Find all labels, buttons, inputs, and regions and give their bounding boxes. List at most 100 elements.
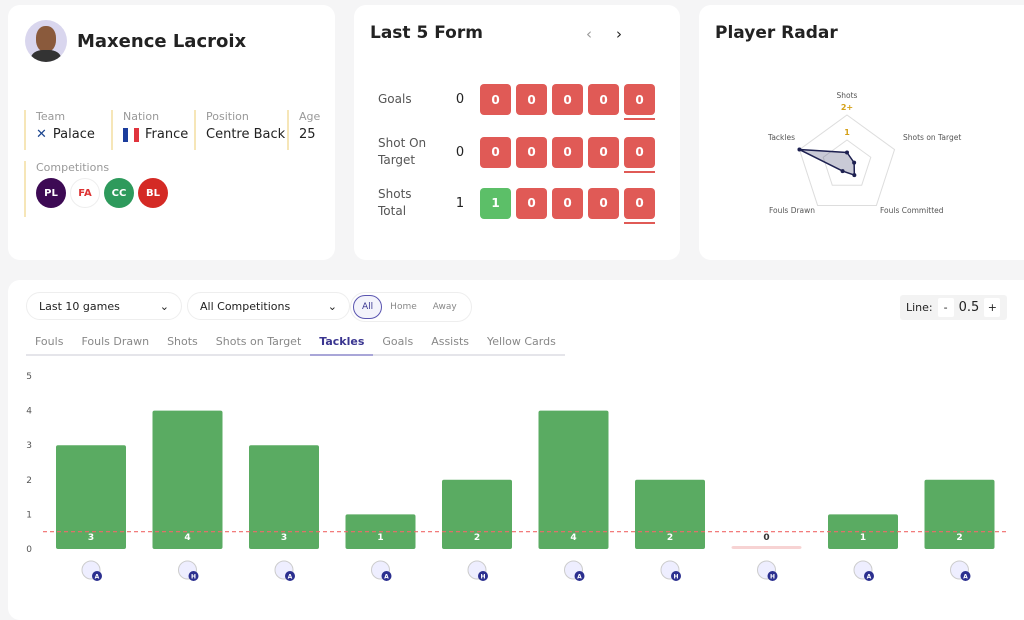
bar-value-label: 2 xyxy=(474,533,480,543)
form-match-box[interactable]: 0 xyxy=(624,187,655,224)
carabao-cup-icon[interactable]: CC xyxy=(104,178,134,208)
bar[interactable] xyxy=(152,410,223,549)
nation-info: Nation France xyxy=(111,110,188,150)
form-match-box[interactable]: 0 xyxy=(480,84,511,115)
competitions-label: Competitions xyxy=(36,161,110,174)
venue-letter: A xyxy=(867,574,872,581)
team-value: Palace xyxy=(52,127,95,142)
tab-assists[interactable]: Assists xyxy=(431,335,470,348)
venue-badge xyxy=(960,571,971,581)
team-info: Team ✕ Palace xyxy=(24,110,95,150)
venue-badge xyxy=(671,571,681,581)
bar-value-label: 1 xyxy=(860,533,866,543)
y-tick-label: 2 xyxy=(26,476,32,486)
nation-label: Nation xyxy=(123,110,160,123)
radar-point xyxy=(840,169,845,174)
avatar xyxy=(25,20,67,62)
form-match-box[interactable]: 0 xyxy=(552,187,583,219)
tab-shots-on-target[interactable]: Shots on Target xyxy=(215,335,302,348)
form-row-total: 0 xyxy=(455,144,465,160)
age-info: Age 25 xyxy=(287,110,320,150)
form-row: Shot On Target 0 0 0 0 0 0 xyxy=(378,135,660,173)
venue-away[interactable]: Away xyxy=(432,302,457,312)
position-label: Position xyxy=(206,110,249,123)
chevron-left-icon[interactable]: ‹ xyxy=(586,25,592,43)
form-match-box[interactable]: 0 xyxy=(480,136,511,168)
venue-letter: A xyxy=(963,574,968,581)
team-label: Team xyxy=(36,110,66,123)
tab-goals[interactable]: Goals xyxy=(382,335,414,348)
games-select[interactable]: Last 10 games ⌄ xyxy=(26,292,182,320)
bar[interactable] xyxy=(731,546,802,549)
venue-badge xyxy=(285,571,295,581)
y-tick-label: 4 xyxy=(26,407,32,417)
tab-yellow-cards[interactable]: Yellow Cards xyxy=(487,335,556,348)
nation-value: France xyxy=(145,127,189,142)
form-match-box[interactable]: 0 xyxy=(552,136,583,168)
line-value: 0.5 xyxy=(958,300,980,315)
stats-panel: Last 10 games ⌄ All Competitions ⌄ All Hom… xyxy=(8,280,1024,620)
bar-value-label: 4 xyxy=(184,533,190,543)
venue-badge xyxy=(478,571,488,581)
bar-value-label: 0 xyxy=(763,533,769,543)
team-crest-icon: ✕ xyxy=(36,127,47,142)
form-match-box[interactable]: 0 xyxy=(516,136,547,168)
bundesliga-icon[interactable]: BL xyxy=(138,178,168,208)
form-match-box[interactable]: 0 xyxy=(588,187,619,219)
bar-value-label: 2 xyxy=(956,533,962,543)
radar-axis-label: Shots xyxy=(837,91,858,100)
radar-point xyxy=(852,160,857,165)
chevron-right-icon[interactable]: › xyxy=(616,25,622,43)
form-card: Last 5 Form ‹ › Goals 0 0 0 0 0 0 Shot On Targe… xyxy=(354,5,680,260)
competitions-select[interactable]: All Competitions ⌄ xyxy=(187,292,350,320)
form-row: Goals 0 0 0 0 0 0 xyxy=(378,84,660,120)
line-minus-button[interactable]: - xyxy=(937,298,954,317)
venue-letter: H xyxy=(673,574,678,581)
form-match-box[interactable]: 0 xyxy=(624,136,655,173)
venue-letter: A xyxy=(384,574,389,581)
bar[interactable] xyxy=(249,445,319,549)
radar-point xyxy=(845,150,849,155)
bar[interactable] xyxy=(56,445,126,549)
tab-shots[interactable]: Shots xyxy=(167,335,198,348)
tab-tackles[interactable]: Tackles xyxy=(310,332,374,356)
venue-all[interactable]: All xyxy=(353,295,383,319)
form-match-box[interactable]: 0 xyxy=(624,84,655,120)
form-row-label: Goals xyxy=(378,92,412,106)
radar-point xyxy=(852,173,857,178)
form-match-box[interactable]: 1 xyxy=(480,187,511,219)
form-match-box[interactable]: 0 xyxy=(588,136,619,168)
premier-league-icon[interactable]: PL xyxy=(36,178,66,208)
competitions-value: All Competitions xyxy=(200,299,291,313)
bar-value-label: 1 xyxy=(377,533,383,543)
games-value: Last 10 games xyxy=(39,299,120,313)
bar-value-label: 2 xyxy=(667,533,673,543)
radar-axis-label: Fouls Committed xyxy=(880,206,944,215)
radar-chart: 1 2+ Shots Shots on Target Fouls Committed Fo… xyxy=(767,91,961,215)
form-match-box[interactable]: 0 xyxy=(552,84,583,115)
chevron-down-icon: ⌄ xyxy=(327,299,337,313)
form-match-box[interactable]: 0 xyxy=(588,84,619,115)
bar-chart: 0 1 2 3 4 5 3 A 4 H 3 A 1 A 2 H 4 A 2 H 0 H 1 A 2 A xyxy=(26,372,1008,581)
venue-badge xyxy=(767,571,778,581)
radar-title: Player Radar xyxy=(715,23,838,43)
line-plus-button[interactable]: + xyxy=(984,298,1001,317)
form-match-box[interactable]: 0 xyxy=(516,84,547,115)
y-tick-label: 5 xyxy=(26,372,32,382)
fa-cup-icon[interactable]: FA xyxy=(70,178,100,208)
position-info: Position Centre Back xyxy=(194,110,285,150)
position-value: Centre Back xyxy=(206,127,286,142)
venue-badge xyxy=(381,571,392,581)
tab-fouls[interactable]: Fouls xyxy=(35,335,64,348)
player-name: Maxence Lacroix xyxy=(77,31,247,52)
form-match-box[interactable]: 0 xyxy=(516,187,547,219)
radar-axis-label: Fouls Drawn xyxy=(769,206,815,215)
bar[interactable] xyxy=(538,410,609,549)
competitions: Competitions PL FA CC BL xyxy=(24,161,168,217)
form-title: Last 5 Form xyxy=(370,23,483,43)
tab-fouls-drawn[interactable]: Fouls Drawn xyxy=(81,335,150,348)
venue-home[interactable]: Home xyxy=(390,302,417,312)
venue-badge xyxy=(864,571,874,581)
radar-axis-label: Tackles xyxy=(767,133,795,142)
form-row: Shots Total 1 1 0 0 0 0 xyxy=(378,186,660,224)
